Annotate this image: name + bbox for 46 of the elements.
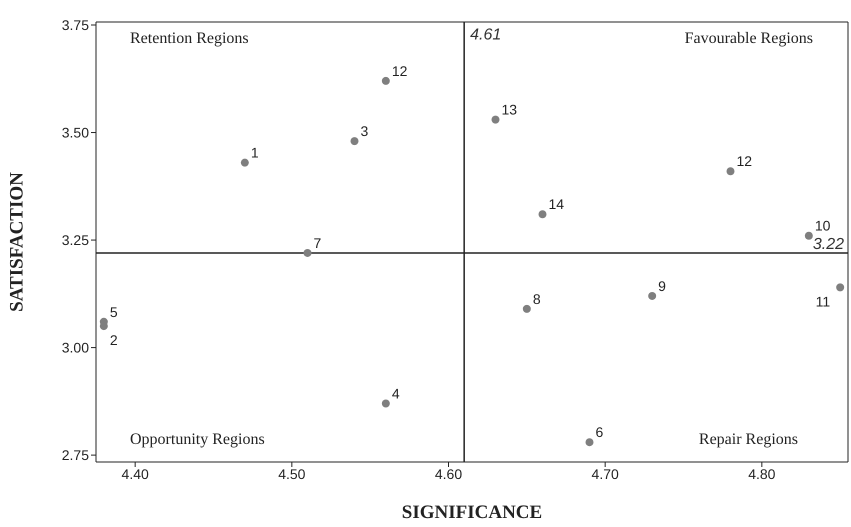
point [240,158,249,167]
point [836,283,844,292]
y-tick-label: 3.50 [62,124,90,141]
y-axis-title: SATISFACTION [6,172,28,312]
x-axis-title: SIGNIFICANCE [402,502,542,523]
annotation: 8 [532,290,541,307]
ref-line-label: 4.61 [470,26,502,44]
annotation: Favourable Regions [684,30,813,48]
annotation: 5 [110,304,118,320]
annotation: Retention Regions [130,30,249,48]
x-tick-label: 4.80 [748,466,776,482]
point [382,400,390,408]
annotation: 12 [392,62,408,79]
annotation: Opportunity Regions [130,431,265,449]
annotation: 7 [314,234,322,251]
point [726,167,734,176]
point [648,292,656,300]
annotation: 10 [814,218,831,234]
annotation: 6 [596,424,604,440]
point [804,232,813,240]
ref-line-label: 3.22 [812,236,844,253]
x-tick-label: 4.60 [434,466,462,482]
point [586,438,594,446]
y-tick-label: 3.25 [62,232,90,248]
annotation: 11 [816,293,830,310]
annotation: 14 [548,196,564,212]
point [304,248,312,257]
annotation: 1 [250,144,259,161]
annotation: Repair Regions [698,431,798,449]
annotation: 9 [658,278,666,294]
annotation: 12 [736,153,752,170]
y-tick-label: 2.75 [62,447,90,464]
point [522,304,531,313]
y-tick-label: 3.75 [62,16,90,33]
point [538,210,546,218]
y-tick-label: 3.00 [62,340,90,356]
point [492,116,500,124]
annotation: 13 [502,102,518,118]
annotation: 4 [392,385,400,402]
point [382,76,390,85]
annotation: 3 [360,123,368,140]
x-tick-label: 4.70 [592,466,620,482]
annotation: 2 [110,332,118,348]
x-tick-label: 4.40 [122,466,150,482]
x-tick-label: 4.50 [278,466,306,482]
point [350,137,358,146]
